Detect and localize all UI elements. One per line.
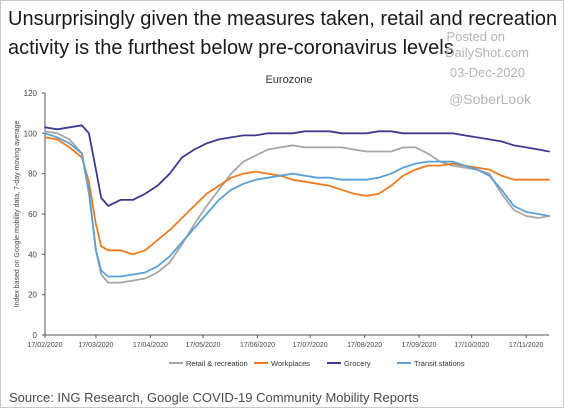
y-tick-label: 0: [33, 331, 38, 340]
y-tick-label: 20: [28, 291, 37, 300]
y-axis-title: Index based on Google mobility data, 7-d…: [14, 121, 21, 308]
x-tick-label: 17/03/2020: [78, 342, 113, 349]
x-tick-label: 17/09/2020: [402, 342, 437, 349]
chart-panel: Eurozone 0 20 40 60 80 100 120 17/02/2020 17/03/…: [9, 59, 557, 381]
y-tick-label: 120: [24, 89, 38, 98]
series-line-workplaces: [44, 136, 550, 256]
x-tick-label: 17/04/2020: [133, 342, 168, 349]
legend-label: Retail & recreation: [186, 359, 248, 368]
headline: Unsurprisingly given the measures taken,…: [8, 8, 558, 59]
y-tick-label: 80: [28, 170, 37, 179]
watermark-handle: @SoberLook: [449, 91, 531, 107]
series-line-retail-recreation: [44, 130, 550, 284]
x-tick-label: 17/06/2020: [240, 342, 275, 349]
watermark-site: DailyShot.com: [445, 45, 529, 60]
series-line-transit-stations: [44, 132, 550, 278]
series-line-grocery: [44, 124, 550, 207]
legend-label: Workplaces: [271, 359, 310, 368]
legend-label: Grocery: [344, 359, 371, 368]
x-tick-label: 17/02/2020: [27, 342, 62, 349]
chart-title: Eurozone: [265, 74, 313, 86]
line-chart: 0 20 40 60 80 100 120 17/02/2020 17/03/2020 17/04…: [14, 89, 550, 368]
x-tick-label: 17/11/2020: [509, 342, 544, 349]
x-tick-label: 17/07/2020: [293, 342, 328, 349]
x-tick-label: 17/08/2020: [347, 342, 382, 349]
y-tick-label: 100: [24, 129, 38, 138]
x-tick-label: 17/05/2020: [186, 342, 221, 349]
x-tick-label: 17/10/2020: [454, 342, 489, 349]
source-note: Source: ING Research, Google COVID-19 Co…: [9, 390, 419, 405]
watermark-date: 03-Dec-2020: [449, 65, 525, 80]
y-tick-label: 60: [28, 210, 37, 219]
legend-label: Transit stations: [414, 359, 465, 368]
y-tick-label: 40: [28, 250, 37, 259]
watermark-posted: Posted on: [446, 29, 505, 44]
